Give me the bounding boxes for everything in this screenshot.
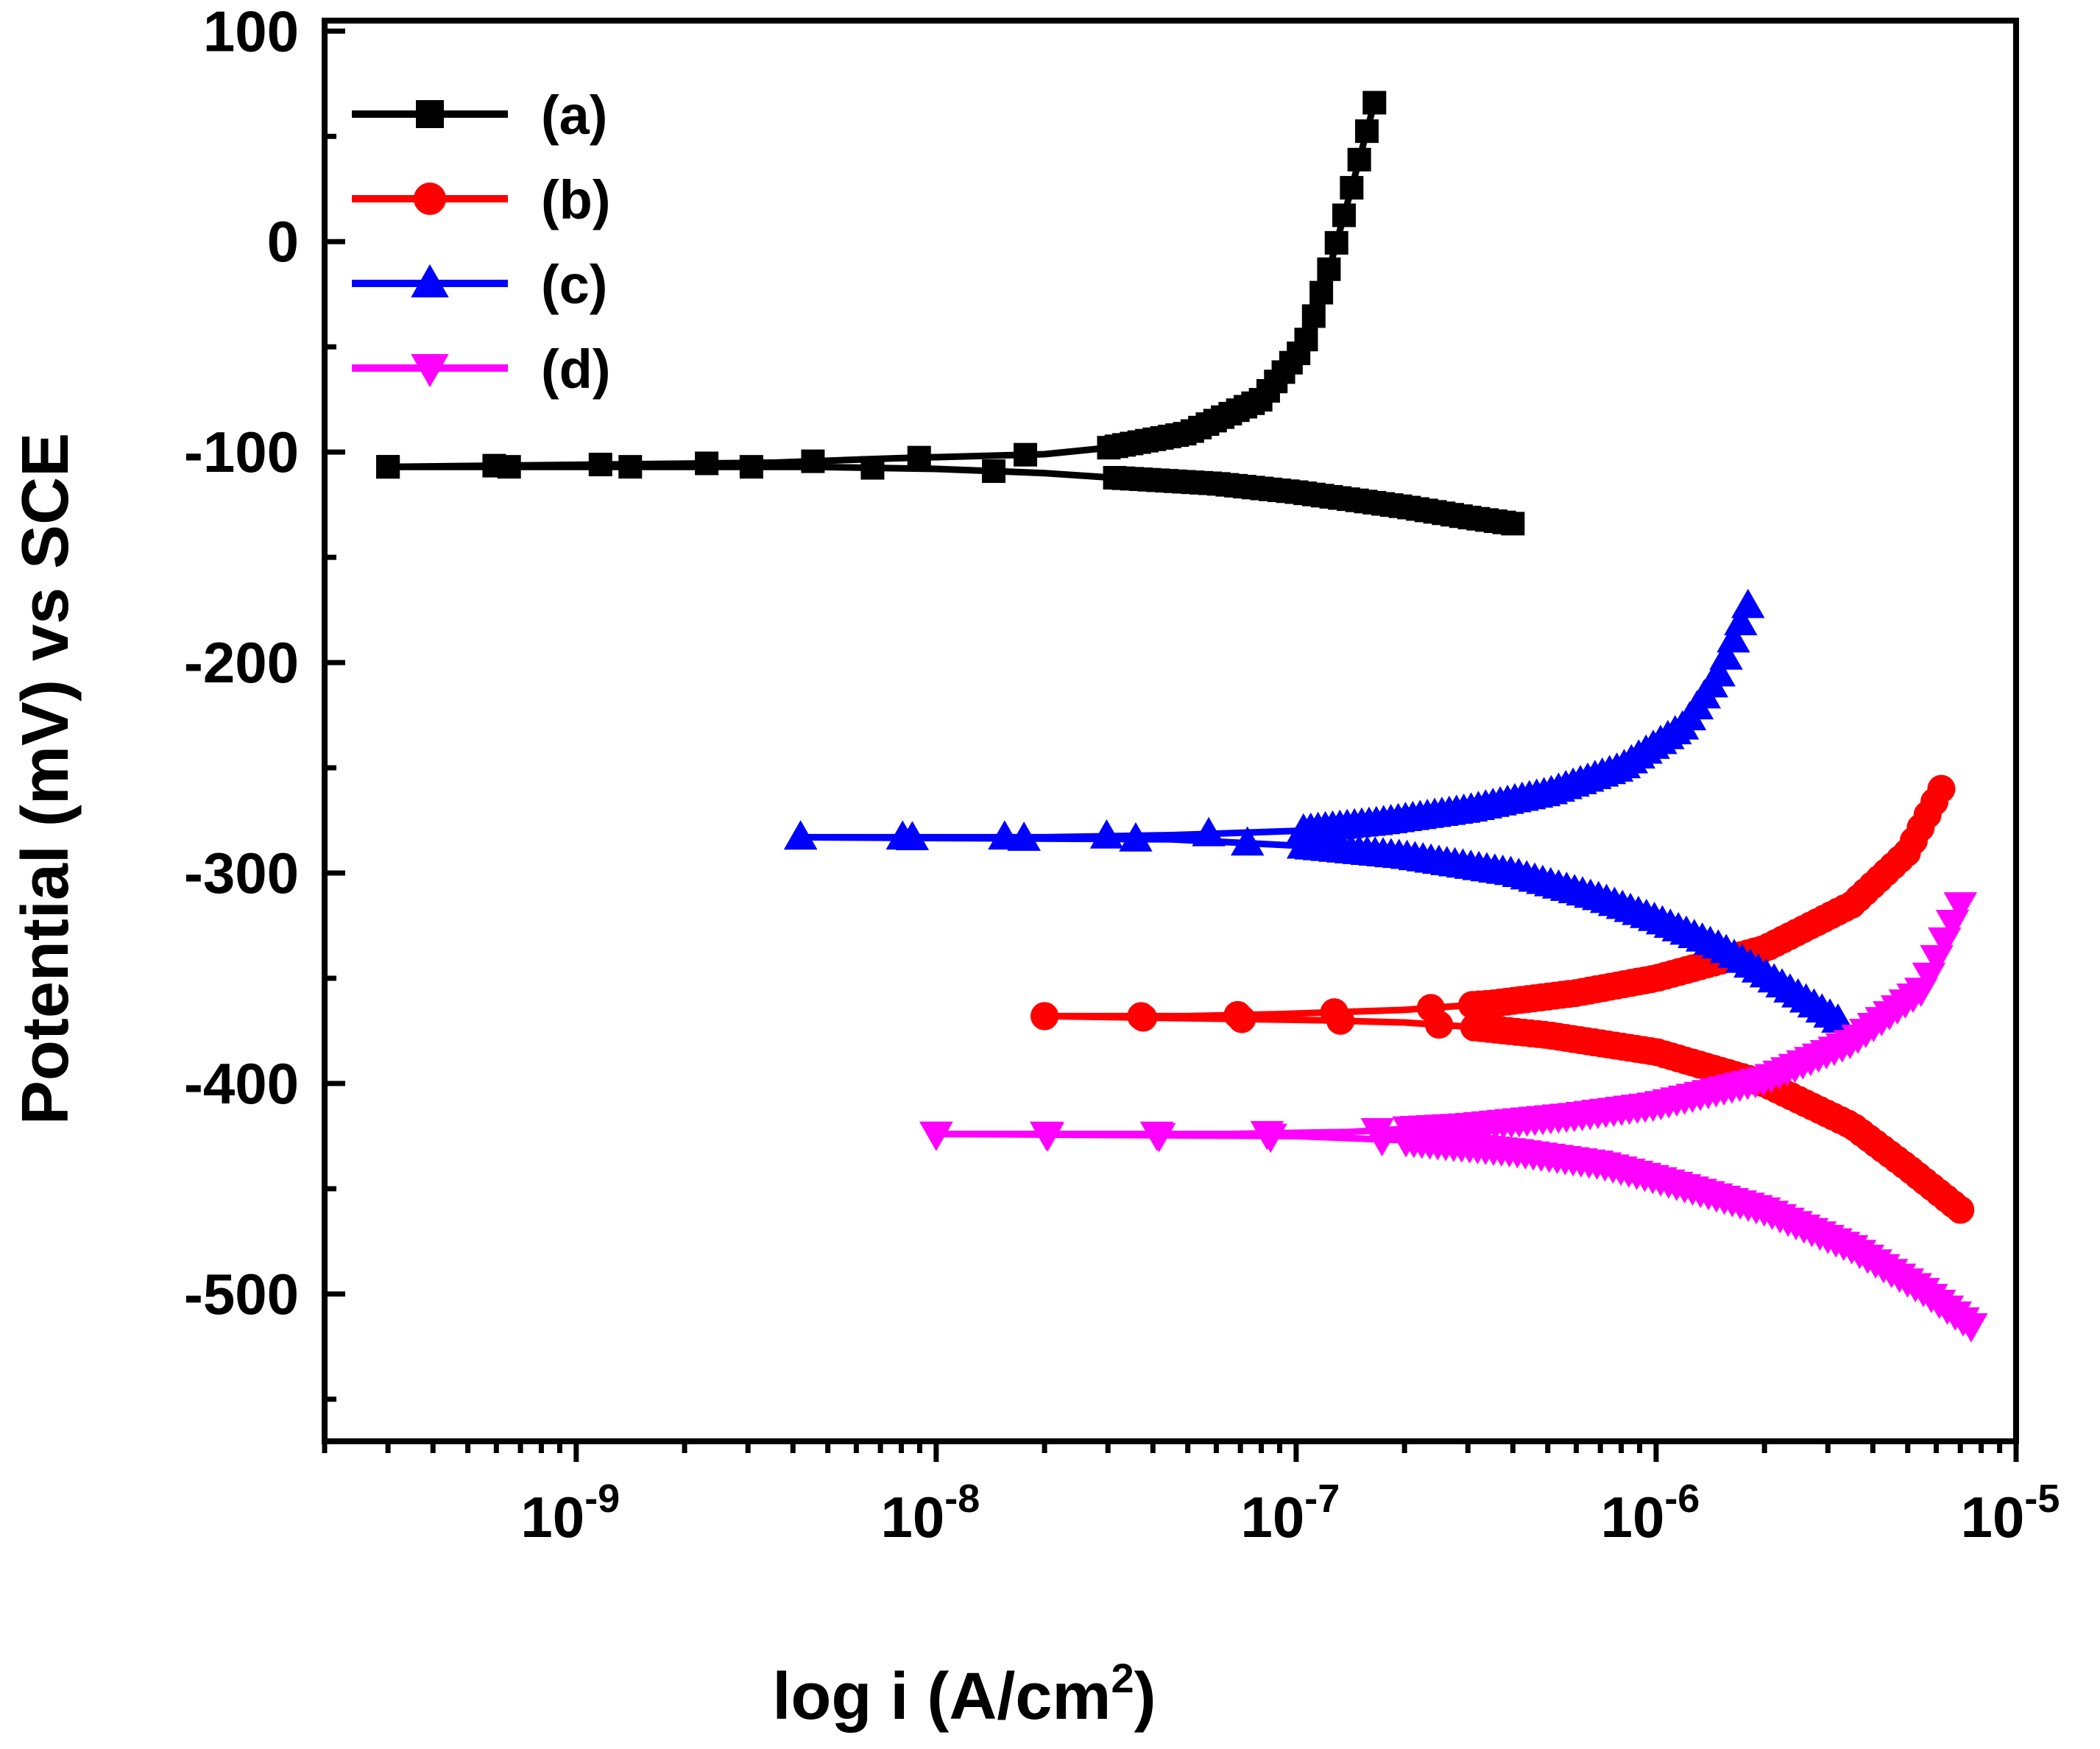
plot-frame: [322, 18, 2019, 1444]
legend-swatch-marker: [411, 264, 449, 297]
data-point-marker: [1354, 119, 1379, 144]
x-axis: 10-9 10-8 10-7 10-6 10-5: [322, 1441, 2060, 1550]
data-point-marker: [1362, 91, 1387, 115]
x-axis-title-sup: 2: [1111, 1655, 1134, 1701]
data-point-marker: [1254, 1123, 1287, 1153]
data-point-marker: [1717, 623, 1750, 653]
data-point-marker: [860, 456, 885, 480]
data-point-marker: [1347, 147, 1371, 172]
data-point-marker: [1326, 1006, 1355, 1035]
legend-swatch-marker: [414, 183, 446, 215]
data-point-marker: [1954, 1312, 1988, 1343]
legend-item: (a): [352, 85, 607, 146]
data-point-marker: [1301, 304, 1326, 328]
data-point-marker: [895, 821, 930, 851]
data-point-marker: [1724, 606, 1758, 636]
x-tick-label: 10-7: [1241, 1477, 1340, 1550]
legend-item: (b): [352, 169, 611, 230]
legend-swatch-marker: [416, 100, 444, 128]
data-point-marker: [1309, 280, 1334, 305]
data-point-marker: [1129, 1003, 1158, 1032]
data-point-marker: [1228, 1005, 1256, 1034]
y-axis-title: Potential (mV) vs SCE: [9, 433, 82, 1125]
data-point-marker: [1007, 822, 1041, 851]
data-point-marker: [1943, 892, 1977, 922]
data-point-marker: [1946, 1195, 1975, 1224]
data-point-marker: [1030, 1002, 1059, 1031]
data-point-marker: [907, 445, 931, 470]
y-tick-label: 0: [267, 209, 299, 274]
data-point-marker: [1324, 230, 1348, 255]
y-tick-label: -200: [184, 630, 299, 695]
x-axis-title-close: ): [1134, 1660, 1156, 1734]
data-point-marker: [1030, 1122, 1065, 1152]
series-d: [919, 892, 1988, 1343]
data-point-marker: [1731, 588, 1765, 618]
data-point-marker: [1332, 203, 1357, 227]
legend-swatch-marker: [411, 354, 449, 388]
data-point-marker: [739, 455, 763, 479]
series-a: [376, 91, 1525, 536]
legend-label: (b): [541, 169, 611, 230]
x-tick-label: 10-6: [1601, 1477, 1700, 1550]
data-point-marker: [1501, 512, 1525, 536]
legend-label: (c): [541, 254, 607, 315]
y-axis: 100 0 -100 -200 -300 -400 -500: [184, 0, 345, 1402]
data-point-marker: [618, 455, 643, 479]
data-point-marker: [1340, 176, 1364, 200]
legend-label: (a): [541, 85, 607, 146]
data-point-marker: [1709, 640, 1743, 670]
data-point-marker: [1119, 822, 1153, 852]
y-tick-label: -400: [184, 1051, 299, 1116]
data-point-marker: [695, 451, 719, 476]
x-tick-label: 10-5: [1961, 1477, 2060, 1550]
data-point-marker: [1231, 826, 1265, 856]
data-point-marker: [919, 1121, 953, 1151]
data-point-marker: [1317, 257, 1341, 281]
series-c: [783, 588, 1855, 1033]
data-point-marker: [1014, 442, 1038, 467]
legend: (a) (b) (c) (d): [352, 85, 611, 400]
y-tick-label: 100: [203, 0, 299, 63]
legend-label: (d): [541, 339, 611, 400]
data-point-marker: [376, 455, 400, 479]
y-tick-label: -500: [184, 1262, 299, 1326]
y-tick-label: -100: [184, 420, 299, 484]
data-point-marker: [1702, 657, 1736, 687]
data-point-marker: [1927, 774, 1956, 803]
anodic-branch-line: [1041, 785, 1945, 1020]
x-axis-title: log i (A/cm2): [772, 1655, 1156, 1734]
anodic-branch-line: [797, 602, 1752, 841]
data-point-marker: [982, 459, 1006, 484]
data-point-marker: [783, 820, 818, 850]
data-point-marker: [497, 455, 521, 479]
data-point-marker: [1142, 1123, 1176, 1153]
x-axis-title-main: log i (A/cm: [772, 1660, 1111, 1734]
legend-item: (d): [352, 339, 611, 400]
x-tick-label: 10-8: [880, 1477, 980, 1550]
data-point-marker: [1425, 1011, 1454, 1039]
data-point-marker: [1294, 328, 1318, 352]
data-point-marker: [1365, 1127, 1399, 1156]
y-tick-label: -300: [184, 841, 299, 905]
x-tick-label: 10-9: [520, 1477, 620, 1550]
curves-layer: [376, 91, 1988, 1343]
legend-item: (c): [352, 254, 607, 315]
